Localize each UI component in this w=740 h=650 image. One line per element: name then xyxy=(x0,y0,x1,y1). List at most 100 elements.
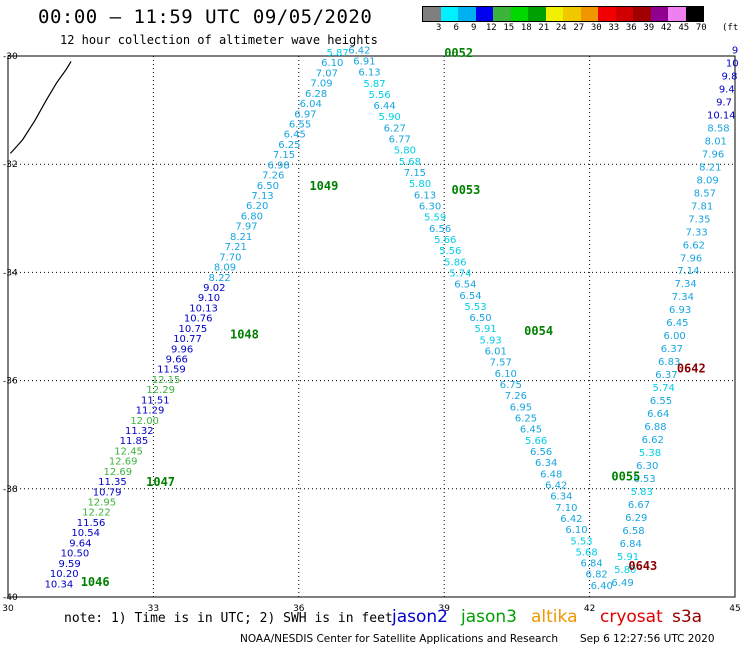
swh-value: 5.74 xyxy=(653,383,675,394)
y-tick-label: -30 xyxy=(3,52,18,62)
swh-value: 6.56 xyxy=(429,224,451,235)
page-title: 00:00 – 11:59 UTC 09/05/2020 xyxy=(38,6,373,28)
swh-value: 11.59 xyxy=(157,365,186,376)
swh-value: 5.80 xyxy=(409,179,431,190)
swh-value: 7.13 xyxy=(251,191,273,202)
scale-swatch xyxy=(510,7,528,21)
swh-value: 5.83 xyxy=(631,487,653,498)
swh-value: 6.75 xyxy=(500,380,522,391)
pass-time-label: 1048 xyxy=(230,327,259,341)
swh-value: 6.56 xyxy=(530,447,552,458)
swh-value: 8.58 xyxy=(707,123,729,134)
x-tick-label: 45 xyxy=(729,604,740,614)
scale-label: 9 xyxy=(471,23,477,33)
pass-time-label: 1046 xyxy=(81,575,110,589)
swh-value: 6.97 xyxy=(294,109,316,120)
swh-value: 5.80 xyxy=(614,565,636,576)
x-tick-label: 39 xyxy=(438,604,450,614)
pass-time-label: 0054 xyxy=(524,324,553,338)
swh-value: 7.96 xyxy=(680,253,702,264)
swh-value: 11.85 xyxy=(120,436,149,447)
swh-value: 7.15 xyxy=(273,150,295,161)
x-tick-label: 33 xyxy=(148,604,159,614)
swh-value: 7.14 xyxy=(677,266,699,277)
swh-value: 7.15 xyxy=(404,168,426,179)
pass-time-label: 0643 xyxy=(628,559,657,573)
swh-value: 6.10 xyxy=(565,525,587,536)
swh-value: 6.25 xyxy=(515,414,537,425)
scale-label: 42 xyxy=(660,23,672,33)
swh-value: 5.56 xyxy=(439,246,461,257)
swh-value: 10.76 xyxy=(184,314,213,325)
swh-value: 10.13 xyxy=(189,303,218,314)
coastline xyxy=(9,61,72,154)
satellite-s3a: s3a xyxy=(672,607,703,627)
swh-value: 5.74 xyxy=(449,268,471,279)
satellite-cryosat: cryosat xyxy=(600,607,663,627)
swh-value: 11.51 xyxy=(141,395,170,406)
swh-value: 6.25 xyxy=(278,140,300,151)
swh-value: 10.75 xyxy=(179,324,208,335)
scale-label: 18 xyxy=(520,23,532,33)
swh-value: 6.55 xyxy=(289,120,311,131)
scale-swatch xyxy=(493,7,511,21)
swh-value: 6.42 xyxy=(348,45,370,56)
swh-value: 12.69 xyxy=(109,457,138,468)
swh-value: 6.84 xyxy=(620,539,642,550)
pass-time-label: 0053 xyxy=(451,183,480,197)
swh-value: 5.53 xyxy=(570,536,592,547)
scale-label: 24 xyxy=(555,23,567,33)
swh-value: 12.29 xyxy=(146,385,175,396)
swh-value: 6.28 xyxy=(305,89,327,100)
swh-value: 7.97 xyxy=(235,222,257,233)
scale-swatch xyxy=(563,7,581,21)
scale-label: 6 xyxy=(453,23,459,33)
swh-value: 8.01 xyxy=(705,136,727,147)
swh-value: 12.45 xyxy=(114,446,143,457)
swh-value: 6.37 xyxy=(655,370,677,381)
swh-value: 10.14 xyxy=(707,110,736,121)
swh-value: 9.59 xyxy=(58,559,80,570)
pass-time-label: 0052 xyxy=(444,46,473,60)
swh-value: 11.35 xyxy=(98,477,127,488)
swh-value: 9.64 xyxy=(69,538,91,549)
swh-value: 5.59 xyxy=(424,213,446,224)
swh-value: 7.35 xyxy=(688,214,710,225)
swh-value: 8.21 xyxy=(230,232,252,243)
swh-value: 8.21 xyxy=(699,162,721,173)
scale-swatch xyxy=(633,7,651,21)
swh-value: 7.33 xyxy=(685,227,707,238)
scale-swatch xyxy=(668,7,686,21)
swh-value: 9.8 xyxy=(722,71,738,82)
swh-value: 12.69 xyxy=(104,467,133,478)
swh-value: 6.58 xyxy=(622,526,644,537)
swh-value: 6.10 xyxy=(321,58,343,69)
swh-value: 6.30 xyxy=(636,461,658,472)
swh-value: 10.79 xyxy=(93,487,122,498)
scale-label: 70 xyxy=(695,23,707,33)
pass-time-label: 0642 xyxy=(677,361,706,375)
scale-label: 21 xyxy=(538,23,550,33)
swh-value: 9.7 xyxy=(716,97,732,108)
pass-time-label: 0055 xyxy=(611,470,640,484)
swh-value: 10.54 xyxy=(71,528,100,539)
swh-value: 9 xyxy=(732,45,738,56)
y-tick-label: -34 xyxy=(3,268,18,278)
swh-value: 6.53 xyxy=(633,474,655,485)
swh-value: 5.66 xyxy=(525,436,547,447)
swh-value: 6.42 xyxy=(545,480,567,491)
swh-value: 6.50 xyxy=(257,181,279,192)
swh-value: 9.10 xyxy=(198,293,220,304)
swh-value: 6.34 xyxy=(550,492,572,503)
swh-value: 7.81 xyxy=(691,201,713,212)
swh-value: 6.77 xyxy=(389,135,411,146)
swh-value: 10.20 xyxy=(50,569,79,580)
y-tick-label: -38 xyxy=(3,485,18,495)
swh-value: 6.83 xyxy=(658,357,680,368)
scale-swatch xyxy=(615,7,633,21)
swh-value: 6.40 xyxy=(591,581,613,592)
swh-value: 6.55 xyxy=(650,396,672,407)
swh-value: 6.82 xyxy=(586,570,608,581)
swh-value: 6.13 xyxy=(414,190,436,201)
